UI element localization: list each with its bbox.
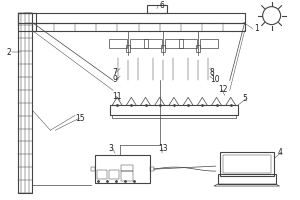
Text: 2: 2 bbox=[7, 48, 11, 57]
Text: 12: 12 bbox=[218, 85, 227, 94]
Text: 6: 6 bbox=[160, 1, 165, 10]
Bar bbox=[200, 39, 218, 48]
Bar bbox=[109, 170, 119, 179]
Bar bbox=[130, 39, 148, 48]
Text: 15: 15 bbox=[75, 114, 85, 123]
Bar bbox=[121, 165, 133, 171]
Bar bbox=[97, 170, 107, 179]
Bar bbox=[110, 105, 238, 115]
Bar bbox=[112, 115, 236, 118]
Text: 7: 7 bbox=[112, 68, 117, 77]
Text: 10: 10 bbox=[210, 75, 219, 84]
Bar bbox=[161, 45, 165, 52]
Bar bbox=[196, 45, 200, 52]
Bar bbox=[91, 167, 95, 171]
Bar bbox=[18, 13, 36, 31]
Bar bbox=[220, 152, 274, 176]
Bar bbox=[121, 171, 133, 181]
Bar bbox=[109, 39, 127, 48]
Text: 4: 4 bbox=[278, 148, 283, 157]
Bar bbox=[147, 5, 167, 13]
Bar bbox=[18, 13, 245, 23]
Text: 8: 8 bbox=[210, 68, 214, 77]
Bar bbox=[218, 174, 276, 184]
Bar bbox=[150, 167, 154, 171]
Bar bbox=[165, 39, 183, 48]
Bar bbox=[179, 39, 197, 48]
Text: 5: 5 bbox=[243, 94, 248, 103]
Bar bbox=[95, 155, 150, 183]
Bar bbox=[32, 23, 245, 31]
Text: 13: 13 bbox=[158, 144, 168, 153]
Text: 11: 11 bbox=[112, 92, 122, 101]
Bar bbox=[144, 39, 162, 48]
Bar bbox=[18, 13, 32, 193]
Text: 9: 9 bbox=[112, 75, 117, 84]
Text: 1: 1 bbox=[255, 24, 260, 33]
Text: 3: 3 bbox=[108, 144, 113, 153]
Bar bbox=[126, 45, 130, 52]
Bar bbox=[223, 155, 271, 173]
